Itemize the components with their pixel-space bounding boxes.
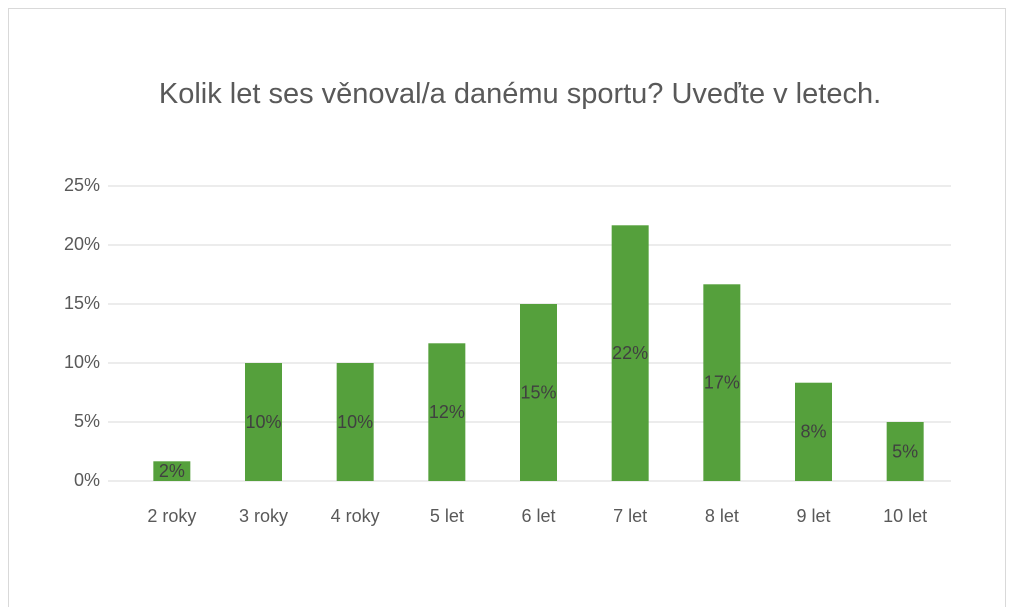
y-tick-label: 5% (74, 411, 100, 431)
y-tick-label: 15% (64, 293, 100, 313)
y-tick-label: 20% (64, 234, 100, 254)
data-label: 22% (612, 343, 648, 363)
x-tick-label: 2 roky (147, 506, 196, 526)
y-tick-label: 25% (64, 175, 100, 195)
x-tick-label: 7 let (613, 506, 647, 526)
bar (795, 382, 832, 481)
data-label: 8% (800, 422, 826, 442)
bar (703, 284, 741, 481)
bar (611, 225, 649, 481)
bar (886, 422, 924, 481)
x-tick-label: 10 let (883, 506, 927, 526)
bar (336, 363, 374, 481)
y-tick-label: 0% (74, 470, 100, 490)
bar (520, 304, 557, 481)
chart-frame (8, 8, 1006, 607)
x-tick-label: 5 let (430, 506, 464, 526)
y-tick-label: 10% (64, 352, 100, 372)
x-tick-label: 4 roky (331, 506, 380, 526)
x-tick-label: 6 let (521, 506, 555, 526)
data-label: 2% (159, 461, 185, 481)
x-tick-label: 8 let (705, 506, 739, 526)
chart-title: Kolik let ses věnoval/a danému sportu? U… (158, 78, 882, 110)
data-label: 10% (245, 412, 281, 432)
data-label: 15% (520, 382, 556, 402)
data-label: 5% (892, 441, 918, 461)
x-tick-label: 9 let (796, 506, 830, 526)
bar (428, 343, 466, 481)
data-label: 12% (429, 402, 465, 422)
data-label: 10% (337, 412, 373, 432)
x-tick-label: 3 roky (239, 506, 288, 526)
bar (153, 461, 191, 481)
data-label: 17% (704, 372, 740, 392)
bar (245, 363, 282, 481)
